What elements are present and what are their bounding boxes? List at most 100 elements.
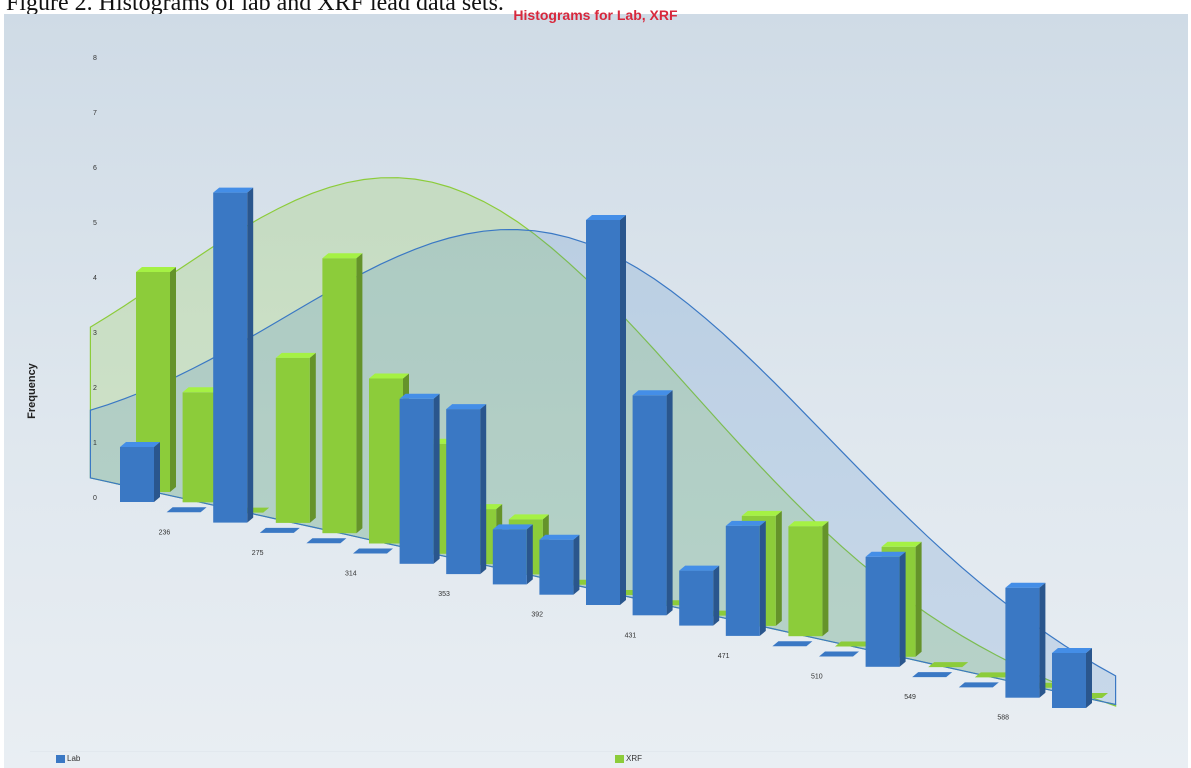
lab-bar bbox=[725, 520, 766, 636]
y-tick-label: 6 bbox=[93, 165, 97, 172]
y-tick-label: 3 bbox=[93, 330, 97, 337]
xrf-bar-side bbox=[775, 510, 782, 626]
xrf-bar-front bbox=[275, 357, 310, 523]
lab-bar bbox=[1052, 648, 1092, 708]
lab-bar-top bbox=[120, 442, 160, 447]
legend-item-lab: Lab bbox=[56, 754, 80, 763]
lab-bar-front bbox=[865, 556, 900, 667]
xrf-bar-front bbox=[182, 392, 217, 503]
lab-bar bbox=[632, 390, 673, 616]
lab-bar-top bbox=[865, 551, 906, 557]
lab-bar bbox=[958, 682, 999, 688]
lab-bar-side bbox=[620, 215, 626, 605]
lab-bar-side bbox=[1086, 648, 1092, 708]
lab-bar bbox=[166, 507, 207, 513]
lab-bar-top bbox=[399, 393, 440, 399]
lab-bar-top bbox=[1005, 582, 1046, 588]
lab-bar-side bbox=[526, 524, 533, 585]
lab-bar-front bbox=[539, 539, 574, 595]
lab-bar-side bbox=[247, 187, 254, 523]
xrf-bar bbox=[928, 662, 969, 668]
lab-bar-side bbox=[154, 442, 160, 502]
xrf-bar bbox=[974, 672, 1015, 678]
lab-bar-top bbox=[679, 565, 720, 571]
lab-bar-base bbox=[772, 641, 813, 647]
lab-bar-top bbox=[725, 520, 766, 526]
y-tick-label: 0 bbox=[93, 495, 97, 502]
lab-bar-side bbox=[899, 551, 906, 667]
lab-bar bbox=[865, 551, 906, 667]
xrf-bar-side bbox=[356, 253, 363, 534]
lab-bar-front bbox=[492, 529, 527, 585]
lab-bar-top bbox=[632, 390, 673, 396]
x-tick-label: 236 bbox=[159, 529, 171, 536]
x-tick-label: 275 bbox=[252, 550, 264, 557]
lab-bar-side bbox=[1039, 582, 1046, 698]
lab-bar bbox=[586, 215, 626, 605]
xrf-bar-top bbox=[182, 387, 223, 393]
lab-bar-side bbox=[573, 534, 580, 595]
lab-bar bbox=[306, 538, 347, 544]
xrf-bar-side bbox=[822, 521, 829, 637]
lab-bar-side bbox=[666, 390, 673, 616]
y-tick-labels: 0 1 2 3 4 5 6 7 8 bbox=[93, 55, 97, 502]
lab-bar-front bbox=[399, 398, 434, 564]
lab-bar bbox=[399, 393, 440, 564]
lab-bar bbox=[213, 187, 254, 523]
xrf-bar bbox=[835, 641, 875, 647]
lab-bar-base bbox=[912, 672, 953, 678]
xrf-bar-top bbox=[508, 514, 549, 520]
y-tick-label: 1 bbox=[93, 440, 97, 447]
lab-bar-base bbox=[306, 538, 347, 544]
figure-caption: Figure 2. Histograms of lab and XRF lead… bbox=[6, 0, 504, 16]
xrf-bar bbox=[275, 352, 316, 523]
legend-label-xrf: XRF bbox=[626, 754, 642, 763]
chart-title: Histograms for Lab, XRF bbox=[513, 7, 678, 23]
lab-bar-top bbox=[492, 524, 533, 530]
xrf-bar-top bbox=[369, 373, 409, 379]
xrf-bar-front bbox=[322, 258, 357, 534]
xrf-bar-front bbox=[369, 378, 403, 544]
xrf-bar-top bbox=[788, 521, 829, 527]
lab-bar bbox=[1005, 582, 1046, 698]
lab-bar bbox=[353, 548, 393, 554]
legend-swatch-xrf bbox=[615, 754, 624, 763]
y-tick-label: 8 bbox=[93, 55, 97, 62]
lab-bar-side bbox=[759, 520, 766, 636]
lab-bar-front bbox=[1052, 653, 1086, 708]
lab-bar-top bbox=[446, 404, 487, 410]
xrf-bar-base bbox=[835, 641, 875, 647]
x-tick-label: 392 bbox=[531, 612, 543, 619]
xrf-bar-top bbox=[741, 510, 782, 516]
x-tick-label: 549 bbox=[904, 694, 916, 701]
legend-label-lab: Lab bbox=[67, 754, 81, 763]
xrf-bar-top bbox=[322, 253, 363, 259]
x-tick-label: 314 bbox=[345, 571, 357, 578]
lab-bar-top bbox=[1052, 648, 1092, 653]
y-tick-label: 4 bbox=[93, 275, 97, 282]
xrf-bar-base bbox=[974, 672, 1015, 678]
lab-bar bbox=[120, 442, 160, 502]
legend-swatch-lab bbox=[56, 754, 65, 763]
lab-bar-front bbox=[120, 447, 154, 502]
x-tick-label: 471 bbox=[718, 653, 730, 660]
lab-bar bbox=[912, 672, 953, 678]
lab-bar bbox=[446, 404, 487, 575]
lab-bar-base bbox=[259, 527, 300, 533]
lab-bar-front bbox=[213, 192, 248, 523]
lab-bar bbox=[772, 641, 813, 647]
xrf-bar-top bbox=[275, 352, 316, 358]
y-tick-label: 7 bbox=[93, 110, 97, 117]
lab-bar bbox=[259, 527, 300, 533]
lab-bar-top bbox=[539, 534, 580, 540]
lab-bar bbox=[492, 524, 533, 585]
histogram-bars bbox=[120, 187, 1108, 708]
legend-divider bbox=[30, 751, 1110, 752]
lab-bar bbox=[679, 565, 720, 626]
xrf-bar-top bbox=[881, 541, 922, 547]
xrf-bar-top bbox=[136, 267, 176, 272]
x-tick-label: 588 bbox=[997, 715, 1009, 722]
lab-bar-front bbox=[725, 525, 760, 636]
lab-bar bbox=[539, 534, 580, 595]
x-tick-label: 510 bbox=[811, 674, 823, 681]
